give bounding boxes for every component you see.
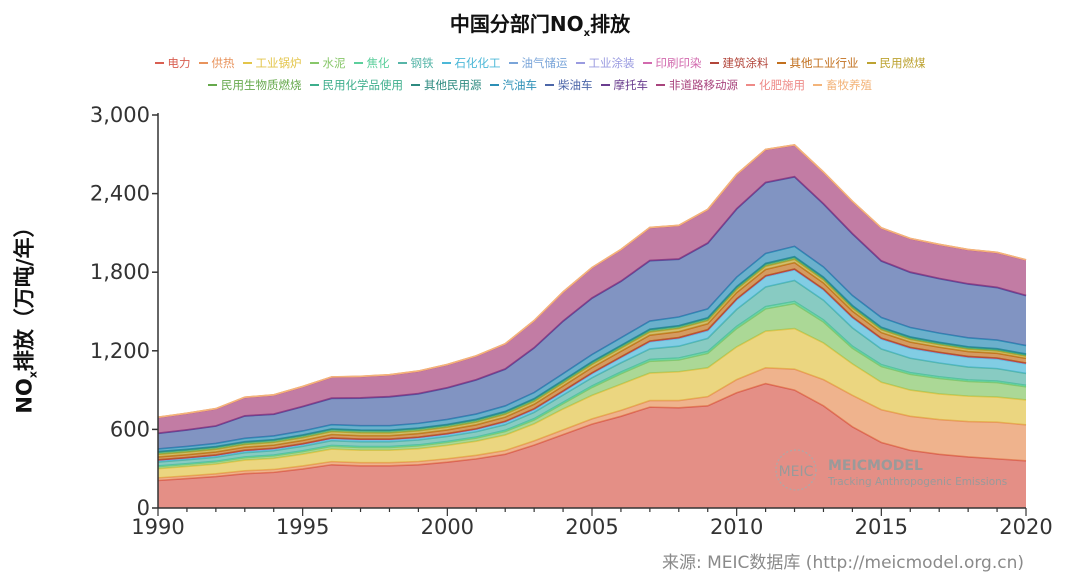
legend-swatch xyxy=(242,61,252,64)
legend-item-20[interactable]: 化肥施用 xyxy=(746,78,805,92)
legend-swatch xyxy=(600,83,610,86)
legend-swatch xyxy=(208,83,217,86)
legend-item-3[interactable]: 水泥 xyxy=(309,56,346,70)
legend-swatch xyxy=(866,61,876,64)
watermark-name: MEICMODEL xyxy=(828,458,923,474)
legend-item-16[interactable]: 汽油车 xyxy=(489,78,538,92)
legend-swatch xyxy=(508,61,518,64)
y-tick-label: 1,200 xyxy=(90,339,150,363)
y-tick-label: 3,000 xyxy=(90,103,150,127)
legend-label: 非道路移动源 xyxy=(669,78,738,92)
legend-label: 供热 xyxy=(211,56,235,70)
area-series-19 xyxy=(158,145,1026,434)
y-tick-label: 600 xyxy=(110,417,150,441)
legend-swatch xyxy=(813,83,822,86)
legend-swatch xyxy=(656,83,665,86)
legend-item-19[interactable]: 非道路移动源 xyxy=(656,78,738,92)
legend-item-11[interactable]: 其他工业行业 xyxy=(776,56,859,70)
legend-item-2[interactable]: 工业锅炉 xyxy=(242,56,302,70)
legend-item-1[interactable]: 供热 xyxy=(198,56,235,70)
legend-label: 工业锅炉 xyxy=(255,56,302,70)
watermark-tagline: Tracking Anthropogenic Emissions xyxy=(827,476,1007,488)
legend-item-13[interactable]: 民用生物质燃烧 xyxy=(208,78,302,92)
legend-item-15[interactable]: 其他民用源 xyxy=(411,78,482,92)
x-tick-label: 2015 xyxy=(855,515,908,539)
legend-row-1: 电力 供热 工业锅炉 水泥 焦化 钢铁 石化化工 油气储运 工业涂装 印刷印染 建筑涂料 其他工业行业… xyxy=(0,56,1080,70)
x-tick-label: 2005 xyxy=(565,515,618,539)
legend-item-12[interactable]: 民用燃煤 xyxy=(866,56,926,70)
legend-label: 其他工业行业 xyxy=(789,56,859,70)
y-tick-label: 0 xyxy=(137,496,150,520)
legend-item-5[interactable]: 钢铁 xyxy=(397,56,434,70)
x-tick-label: 2020 xyxy=(999,515,1052,539)
legend-item-8[interactable]: 工业涂装 xyxy=(575,56,635,70)
area-series-0 xyxy=(158,383,1026,508)
meic-watermark: MEIC MEICMODEL Tracking Anthropogenic Em… xyxy=(775,449,1007,491)
legend-swatch xyxy=(411,83,420,86)
legend-label: 民用生物质燃烧 xyxy=(221,78,302,92)
y-tick-label: 2,400 xyxy=(90,182,150,206)
legend-swatch xyxy=(545,83,554,86)
legend-swatch xyxy=(489,83,499,86)
legend-swatch xyxy=(198,61,208,64)
legend-label: 印刷印染 xyxy=(655,56,702,70)
area-series-17 xyxy=(158,176,1026,449)
legend-swatch xyxy=(309,61,319,64)
legend-row-2: 民用生物质燃烧 民用化学品使用 其他民用源 汽油车 柴油车 摩托车 非道路移动源 化肥施用 畜牧… xyxy=(0,78,1080,92)
legend-item-0[interactable]: 电力 xyxy=(154,56,191,70)
legend-item-17[interactable]: 柴油车 xyxy=(545,78,593,92)
area-series-1 xyxy=(158,367,1026,481)
legend-label: 水泥 xyxy=(322,56,346,70)
legend-item-7[interactable]: 油气储运 xyxy=(508,56,568,70)
legend-label: 石化化工 xyxy=(454,56,501,70)
legend-swatch xyxy=(776,61,786,64)
legend-label: 汽油车 xyxy=(502,78,538,92)
y-tick-label: 1,800 xyxy=(90,260,150,284)
legend-label: 钢铁 xyxy=(410,56,434,70)
legend-swatch xyxy=(353,61,363,64)
legend-label: 化肥施用 xyxy=(759,78,805,92)
chart-title: 中国分部门NOx排放 xyxy=(449,12,631,39)
legend-item-9[interactable]: 印刷印染 xyxy=(642,56,702,70)
legend-label: 其他民用源 xyxy=(424,78,482,92)
legend-label: 柴油车 xyxy=(558,78,593,92)
area-series-2 xyxy=(158,328,1026,478)
legend-item-4[interactable]: 焦化 xyxy=(353,56,390,70)
x-tick-label: 2010 xyxy=(710,515,763,539)
legend-label: 油气储运 xyxy=(521,56,568,70)
watermark-badge-text: MEIC xyxy=(779,464,814,480)
legend-swatch xyxy=(309,83,319,86)
x-tick-label: 1990 xyxy=(131,515,184,539)
legend-label: 畜牧养殖 xyxy=(826,78,872,92)
legend-item-18[interactable]: 摩托车 xyxy=(600,78,649,92)
legend-label: 工业涂装 xyxy=(588,56,635,70)
legend-swatch xyxy=(397,61,407,64)
legend-swatch xyxy=(154,61,164,64)
x-tick-label: 1995 xyxy=(276,515,329,539)
legend-item-21[interactable]: 畜牧养殖 xyxy=(813,78,872,92)
legend-swatch xyxy=(746,83,755,86)
legend-item-10[interactable]: 建筑涂料 xyxy=(709,56,769,70)
legend-label: 建筑涂料 xyxy=(722,56,769,70)
source-note: 来源: MEIC数据库 (http://meicmodel.org.cn) xyxy=(661,553,1024,573)
legend-item-6[interactable]: 石化化工 xyxy=(441,56,501,70)
legend-label: 电力 xyxy=(167,56,191,70)
legend-item-14[interactable]: 民用化学品使用 xyxy=(309,78,404,92)
legend-swatch xyxy=(642,61,652,64)
legend-swatch xyxy=(709,61,719,64)
watermark-badge-ring xyxy=(775,449,817,491)
legend-swatch xyxy=(575,61,585,64)
legend-label: 摩托车 xyxy=(613,78,649,92)
area-series-line-21 xyxy=(157,144,1027,419)
x-tick-label: 2000 xyxy=(421,515,474,539)
legend-label: 民用化学品使用 xyxy=(322,78,404,92)
legend-swatch xyxy=(441,61,451,64)
legend-label: 民用燃煤 xyxy=(879,56,926,70)
legend-label: 焦化 xyxy=(366,56,390,70)
